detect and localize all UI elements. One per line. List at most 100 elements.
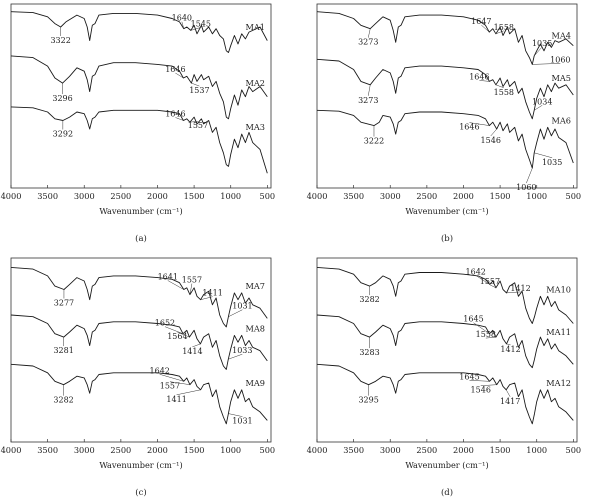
peak-annotation: 1060 [516,183,536,192]
x-axis-label: Wavenumber (cm⁻¹) [405,206,488,216]
x-tick-label: 3500 [343,191,364,201]
peak-annotation: 1641 [158,273,178,282]
peak-annotation: 1557 [480,277,500,286]
annotation-leader [534,152,553,159]
x-tick-label: 3500 [37,445,58,455]
panel-letter: (b) [441,233,453,244]
x-tick-label: 1000 [526,445,547,455]
peak-annotation: 1642 [150,366,170,375]
chart-panel-1: 4000 3500 3000 2500 2000 1500 1000 500 Wavenumbe… [1,3,276,244]
x-tick-label: 1500 [184,191,205,201]
x-tick-label: 2500 [416,445,437,455]
x-tick-label: 500 [566,445,582,455]
annotation-leader [200,296,213,300]
x-axis-label: Wavenumber (cm⁻¹) [405,460,488,470]
annotation-leader [505,389,511,397]
annotation-leader [189,283,193,295]
peak-annotation: 1646 [165,110,185,119]
annotation-leader [532,63,561,65]
spectrum-line-ma8 [10,314,268,370]
series-label: MA8 [245,323,265,333]
x-tick-label: 4000 [307,191,328,201]
annotation-leader [177,331,190,338]
annotation-leader [159,374,184,382]
peak-annotation: 1031 [232,302,252,311]
x-tick-label: 2000 [453,191,474,201]
annotation-leader [228,309,243,317]
peak-annotation: 1411 [202,289,222,298]
peak-annotation: 1557 [188,121,208,130]
annotation-leader [367,84,371,96]
x-axis-label: Wavenumber (cm⁻¹) [99,206,182,216]
x-tick-label: 2500 [110,445,131,455]
peak-annotation: 3273 [358,38,378,47]
peak-annotation: 1035 [532,39,552,48]
peak-annotation: 1546 [471,386,491,395]
x-tick-label: 1000 [220,191,241,201]
annotation-leader [368,28,371,38]
x-tick-label: 3000 [380,191,401,201]
x-tick-label: 500 [260,445,276,455]
peak-annotation: 1546 [481,136,501,145]
annotation-leader [490,128,497,137]
series-label: MA7 [245,281,265,291]
x-tick-label: 3500 [37,191,58,201]
peak-annotation: 1646 [469,72,489,81]
x-tick-label: 2000 [147,191,168,201]
peak-annotation: 1060 [550,55,570,64]
panel-letter: (a) [135,233,147,244]
series-label: MA9 [245,378,265,388]
peak-annotation: 3282 [359,295,379,304]
annotation-leader [228,413,243,417]
annotation-leader [479,80,490,82]
x-tick-label: 2500 [110,191,131,201]
peak-annotation: 1646 [459,123,479,132]
spectrum-line-ma7 [10,266,268,328]
annotation-leader [473,322,490,334]
x-tick-label: 4000 [1,191,22,201]
annotation-leader [489,284,497,289]
peak-annotation: 1411 [166,395,186,404]
peak-annotation: 3283 [359,348,379,357]
annotation-leader [169,381,190,385]
peak-annotation: 1035 [542,158,562,167]
spectrum-line-ma6 [316,109,574,169]
peak-annotation: 3296 [52,94,72,103]
peak-annotation: 1414 [182,347,202,356]
spectrum-line-ma12 [316,363,574,425]
peak-annotation: 1417 [500,397,520,406]
annotation-leader [485,336,496,339]
spectrum-line-ma3 [10,106,268,174]
annotation-leader [181,21,185,29]
series-label: MA3 [245,122,265,132]
peak-annotation: 3292 [53,130,73,139]
series-label: MA5 [551,73,571,83]
annotation-leader [481,24,490,33]
annotation-leader [534,105,543,111]
peak-annotation: 1640 [172,14,192,23]
annotation-leader [533,46,543,57]
spectrum-line-ma11 [316,314,574,369]
peak-annotation: 1646 [165,65,185,74]
peak-annotation: 1412 [500,345,520,354]
peak-annotation: 1545 [191,19,211,28]
x-tick-label: 3000 [380,445,401,455]
peak-annotation: 1558 [476,330,496,339]
x-tick-label: 1500 [490,191,511,201]
x-tick-label: 500 [260,191,276,201]
peak-annotation: 3282 [53,396,73,405]
annotation-leader [189,120,198,123]
plot-frame [10,3,272,189]
peak-annotation: 1034 [532,97,552,106]
x-axis-label: Wavenumber (cm⁻¹) [99,460,182,470]
peak-annotation: 1412 [510,284,530,293]
x-tick-label: 3500 [343,445,364,455]
annotation-leader [164,326,184,334]
panel-letter: (c) [135,487,146,498]
chart-panel-3: 4000 3500 3000 2500 2000 1500 1000 500 Wavenumbe… [1,257,276,498]
series-label: MA12 [546,378,571,388]
peak-annotation: 1564 [167,332,187,341]
peak-annotation: 1558 [494,88,514,97]
peak-annotation: 3281 [53,346,73,355]
